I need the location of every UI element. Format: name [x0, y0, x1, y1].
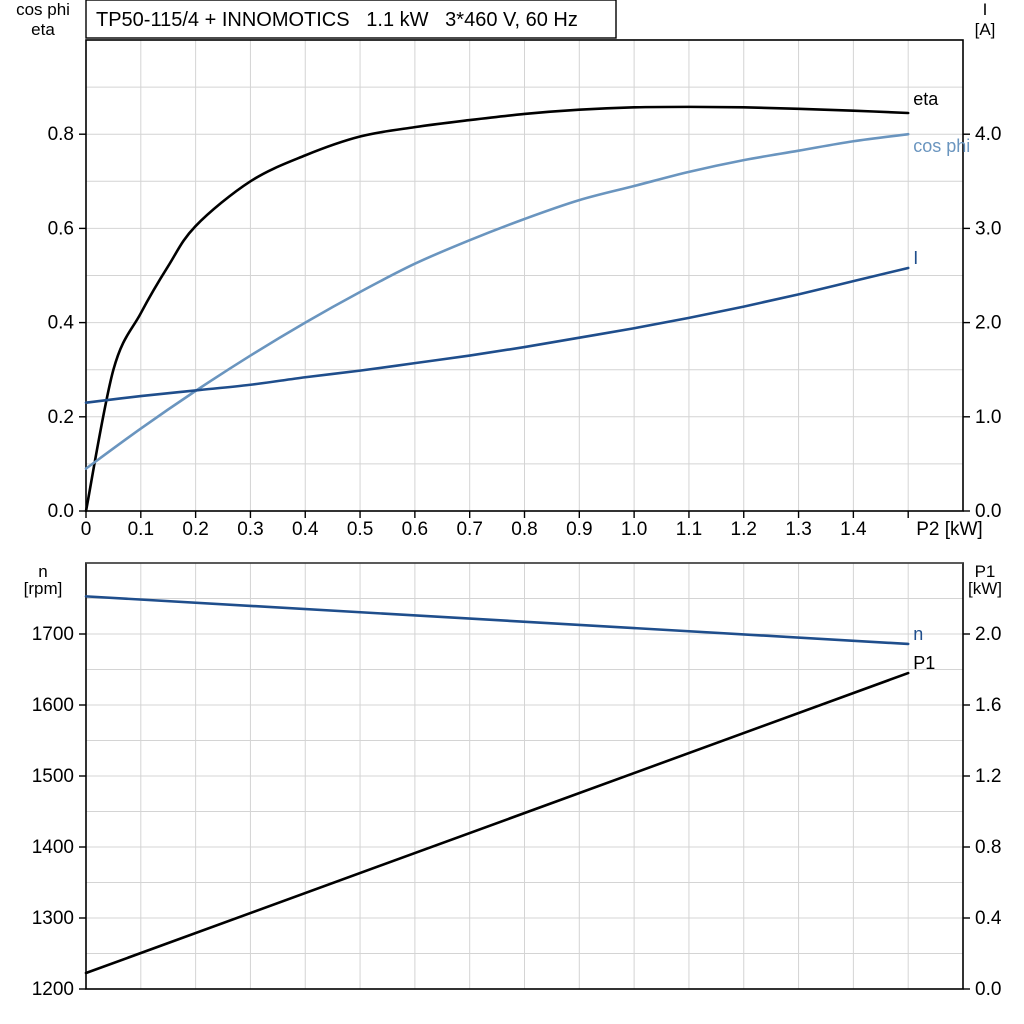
svg-text:1.4: 1.4: [840, 519, 867, 540]
svg-text:0.6: 0.6: [48, 218, 74, 239]
svg-text:eta: eta: [913, 89, 939, 109]
svg-text:0.8: 0.8: [511, 519, 537, 540]
svg-text:1500: 1500: [32, 766, 74, 787]
svg-text:1.3: 1.3: [785, 519, 811, 540]
svg-text:[rpm]: [rpm]: [24, 579, 63, 598]
svg-text:0.8: 0.8: [975, 837, 1001, 858]
svg-text:1.1: 1.1: [676, 519, 702, 540]
svg-text:cos phi: cos phi: [16, 0, 70, 19]
svg-text:1700: 1700: [32, 624, 74, 645]
svg-text:1.0: 1.0: [975, 407, 1001, 428]
svg-text:1200: 1200: [32, 979, 74, 1000]
svg-text:2.0: 2.0: [975, 313, 1001, 334]
svg-text:cos phi: cos phi: [913, 136, 970, 156]
svg-text:I: I: [913, 248, 918, 268]
svg-text:I: I: [983, 0, 988, 19]
svg-text:1.0: 1.0: [621, 519, 647, 540]
svg-text:0.9: 0.9: [566, 519, 592, 540]
svg-text:0.0: 0.0: [48, 501, 74, 522]
svg-text:TP50-115/4 + INNOMOTICS 1.1: TP50-115/4 + INNOMOTICS 1.1 kW 3*460 V, …: [96, 9, 578, 31]
svg-text:[kW]: [kW]: [968, 579, 1002, 598]
svg-text:0.7: 0.7: [456, 519, 482, 540]
svg-text:4.0: 4.0: [975, 124, 1001, 145]
svg-text:0.2: 0.2: [182, 519, 208, 540]
svg-text:[A]: [A]: [975, 20, 996, 39]
svg-text:0: 0: [81, 519, 92, 540]
svg-text:0.5: 0.5: [347, 519, 373, 540]
svg-text:0.2: 0.2: [48, 407, 74, 428]
svg-text:eta: eta: [31, 20, 55, 39]
svg-text:1.2: 1.2: [731, 519, 757, 540]
svg-text:2.0: 2.0: [975, 624, 1001, 645]
svg-text:1400: 1400: [32, 837, 74, 858]
svg-text:3.0: 3.0: [975, 218, 1001, 239]
svg-text:0.4: 0.4: [48, 313, 75, 334]
svg-text:1300: 1300: [32, 908, 74, 929]
svg-text:P1: P1: [913, 653, 935, 673]
svg-text:0.4: 0.4: [292, 519, 319, 540]
svg-text:1.2: 1.2: [975, 766, 1001, 787]
svg-text:0.8: 0.8: [48, 124, 74, 145]
svg-text:n: n: [913, 624, 923, 644]
svg-text:0.0: 0.0: [975, 979, 1001, 1000]
svg-text:0.3: 0.3: [237, 519, 263, 540]
svg-text:0.1: 0.1: [128, 519, 154, 540]
svg-text:0.6: 0.6: [402, 519, 428, 540]
svg-text:1600: 1600: [32, 695, 74, 716]
svg-text:P2 [kW]: P2 [kW]: [916, 519, 983, 540]
svg-text:0.4: 0.4: [975, 908, 1002, 929]
svg-text:1.6: 1.6: [975, 695, 1001, 716]
